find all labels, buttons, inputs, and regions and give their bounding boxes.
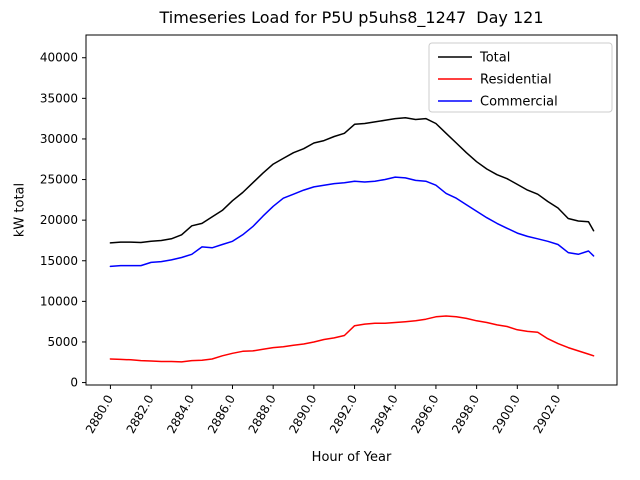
x-tick-label: 2880.0 <box>83 393 116 436</box>
x-tick-label: 2890.0 <box>286 393 319 436</box>
y-tick-label: 20000 <box>40 213 78 227</box>
x-axis-label: Hour of Year <box>311 450 392 465</box>
y-tick-label: 0 <box>70 376 78 390</box>
y-tick-label: 35000 <box>40 91 78 105</box>
x-tick-label: 2888.0 <box>246 393 279 436</box>
x-tick-label: 2882.0 <box>124 393 157 436</box>
series-line-commercial <box>109 176 595 268</box>
x-tick-label: 2892.0 <box>327 393 360 436</box>
axes-frame <box>85 34 618 386</box>
series-line-total <box>109 117 595 244</box>
series-line-residential <box>109 315 595 363</box>
x-tick-label: 2896.0 <box>408 393 441 436</box>
x-tick-label: 2886.0 <box>205 393 238 436</box>
legend-box <box>428 42 613 113</box>
legend-label-residential: Residential <box>480 73 552 88</box>
y-tick-label: 10000 <box>40 294 78 308</box>
y-tick-label: 5000 <box>47 335 78 349</box>
x-tick-label: 2884.0 <box>164 393 197 436</box>
x-tick-label: 2900.0 <box>490 393 523 436</box>
legend-label-total: Total <box>479 51 510 66</box>
x-tick-label: 2902.0 <box>530 393 563 436</box>
y-tick-label: 30000 <box>40 132 78 146</box>
y-tick-label: 25000 <box>40 173 78 187</box>
y-tick-label: 15000 <box>40 254 78 268</box>
x-tick-label: 2894.0 <box>368 393 401 436</box>
y-axis-label: kW total <box>12 182 28 238</box>
legend-label-commercial: Commercial <box>480 95 558 110</box>
y-tick-label: 40000 <box>40 51 78 65</box>
x-tick-label: 2898.0 <box>449 393 482 436</box>
chart-title: Timeseries Load for P5U p5uhs8_1247 Day … <box>159 8 544 27</box>
